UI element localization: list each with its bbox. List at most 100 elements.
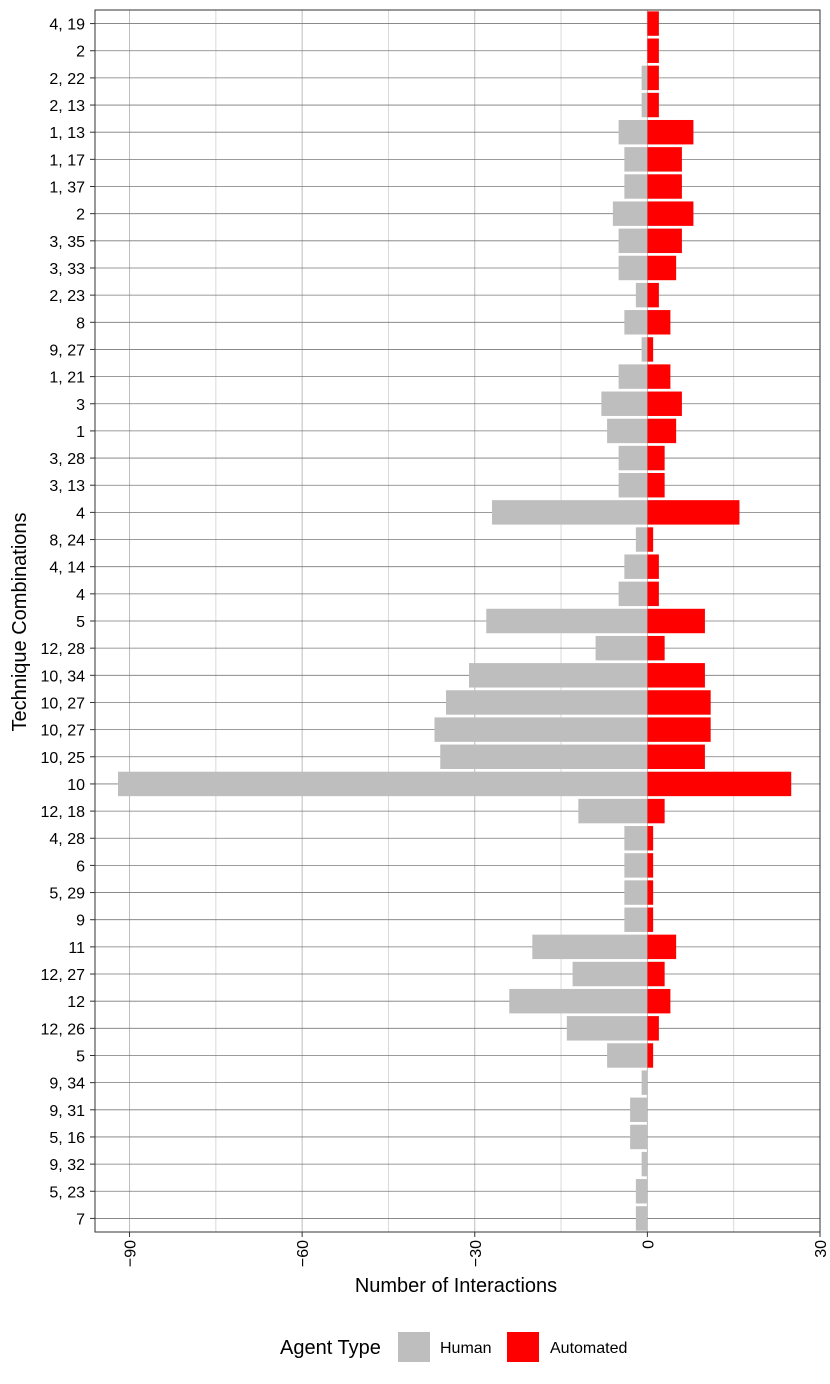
y-tick-label: 12, 18 (41, 804, 86, 821)
y-tick-label: 4, 28 (49, 831, 85, 848)
y-tick-label: 4, 14 (49, 560, 85, 577)
bar-human (486, 608, 648, 634)
y-tick-label: 12 (67, 994, 85, 1011)
y-tick-label: 7 (76, 1211, 85, 1228)
y-tick-label: 10, 27 (41, 695, 86, 712)
bar-automated (647, 934, 677, 960)
bar-human (641, 1151, 648, 1177)
y-tick-label: 9, 31 (49, 1103, 85, 1120)
bar-human (434, 717, 648, 742)
bar-automated (647, 581, 659, 607)
bar-human (641, 1070, 648, 1095)
bar-automated (647, 690, 711, 715)
y-tick-label: 10, 25 (41, 750, 86, 767)
bar-automated (647, 500, 740, 525)
bar-human (624, 853, 648, 878)
bar-human (469, 663, 648, 688)
legend-swatch-human (398, 1332, 430, 1362)
bar-human (572, 961, 648, 987)
bar-automated (647, 337, 654, 362)
y-tick-label: 12, 28 (41, 641, 86, 658)
bar-automated (647, 907, 654, 932)
bar-human (624, 880, 648, 905)
bar-automated (647, 717, 711, 742)
bar-human (618, 445, 648, 471)
bar-human (612, 201, 648, 226)
y-tick-label: 5 (76, 614, 85, 631)
y-tick-label: 5, 29 (49, 886, 85, 903)
y-tick-label: 3, 35 (49, 234, 85, 251)
bar-automated (647, 527, 654, 552)
bar-automated (647, 988, 671, 1014)
bar-automated (647, 880, 654, 905)
bar-human (624, 174, 648, 199)
bar-automated (647, 1043, 654, 1068)
bar-automated (647, 771, 792, 797)
y-tick-label: 5, 16 (49, 1130, 85, 1147)
y-tick-label: 6 (76, 858, 85, 875)
bar-automated (647, 608, 705, 634)
bars (118, 11, 792, 1231)
y-tick-label: 4 (76, 505, 85, 522)
y-tick-label: 4 (76, 587, 85, 604)
bar-human (641, 65, 648, 91)
x-tick-label: −60 (295, 1240, 312, 1267)
y-tick-label: 12, 26 (41, 1021, 86, 1038)
bar-human (624, 554, 648, 579)
bar-human (624, 826, 648, 851)
bar-automated (647, 38, 659, 63)
bar-human (641, 337, 648, 362)
x-tick-label: 0 (640, 1240, 657, 1249)
y-tick-label: 1, 21 (49, 370, 85, 387)
bar-human (624, 907, 648, 932)
y-tick-label: 1, 37 (49, 180, 85, 197)
y-tick-label: 9, 32 (49, 1157, 85, 1174)
bar-human (635, 1179, 648, 1204)
bar-automated (647, 92, 659, 118)
y-tick-label: 1 (76, 424, 85, 441)
y-tick-label: 11 (68, 940, 85, 957)
bar-human (635, 527, 648, 552)
y-tick-label: 3 (76, 397, 85, 414)
bar-human (618, 119, 648, 145)
bar-human (440, 744, 648, 769)
bar-automated (647, 174, 682, 199)
y-tick-labels: 4, 19 2 2, 22 2, 13 1, 13 1, 17 1, 37 2 3, 35 3, … (41, 17, 95, 1228)
x-tick-label: −90 (123, 1240, 140, 1267)
y-tick-label: 1, 17 (49, 152, 85, 169)
y-tick-label: 9, 34 (49, 1076, 85, 1093)
legend-title: Agent Type (280, 1337, 381, 1359)
bar-human (630, 1124, 648, 1150)
y-tick-label: 2 (76, 207, 85, 224)
y-tick-label: 8 (76, 315, 85, 332)
y-tick-label: 9, 27 (49, 342, 85, 359)
bar-automated (647, 663, 705, 688)
bar-human (618, 581, 648, 607)
y-axis-title: Technique Combinations (9, 512, 31, 731)
legend: Agent Type Human Automated (280, 1332, 627, 1362)
y-tick-label: 3, 13 (49, 478, 85, 495)
bar-automated (647, 147, 682, 172)
y-tick-label: 1, 13 (49, 125, 85, 142)
bar-human (630, 1097, 648, 1123)
y-tick-label: 10, 34 (41, 668, 86, 685)
grid-lines (95, 10, 821, 1232)
bar-automated (647, 473, 665, 498)
bar-automated (647, 119, 694, 145)
bar-automated (647, 418, 677, 444)
bar-automated (647, 1016, 659, 1041)
bar-automated (647, 391, 682, 416)
x-tick-labels: −90 −60 −30 0 30 (123, 1232, 830, 1267)
bar-automated (647, 853, 654, 878)
bar-human (607, 418, 648, 444)
y-tick-label: 5 (76, 1048, 85, 1065)
bar-human (607, 1043, 648, 1068)
bar-human (118, 771, 648, 797)
bar-automated (647, 282, 659, 308)
y-tick-label: 3, 33 (49, 261, 85, 278)
bar-human (618, 255, 648, 281)
bar-human (601, 391, 648, 416)
bar-human (532, 934, 648, 960)
bar-automated (647, 961, 665, 987)
